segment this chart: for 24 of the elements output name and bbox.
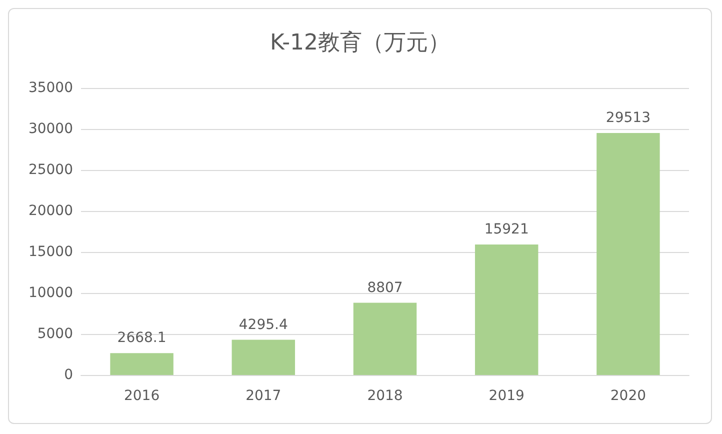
bar — [596, 132, 660, 375]
bar — [232, 340, 296, 375]
data-label: 4295.4 — [238, 316, 288, 333]
y-tick-label: 30000 — [28, 121, 73, 137]
y-tick-label: 5000 — [37, 326, 73, 342]
y-tick-label: 20000 — [28, 203, 73, 219]
y-tick-label: 0 — [64, 367, 73, 383]
y-tick-label: 35000 — [28, 80, 73, 96]
x-tick-label: 2017 — [246, 388, 282, 404]
data-label: 8807 — [367, 280, 403, 296]
x-tick-label: 2019 — [488, 388, 524, 404]
y-tick-label: 10000 — [28, 285, 73, 301]
bar — [474, 244, 538, 375]
x-tick-label: 2020 — [610, 388, 646, 404]
data-label: 29513 — [606, 110, 650, 126]
chart-title: K-12教育（万元） — [270, 30, 450, 56]
x-tick-label: 2016 — [124, 388, 160, 404]
data-label: 2668.1 — [117, 330, 166, 346]
bar — [353, 302, 417, 375]
x-tick-label: 2018 — [367, 388, 403, 404]
data-label: 15921 — [484, 221, 529, 238]
y-tick-label: 15000 — [28, 244, 73, 260]
y-tick-label: 25000 — [28, 162, 73, 178]
bar — [110, 353, 174, 375]
